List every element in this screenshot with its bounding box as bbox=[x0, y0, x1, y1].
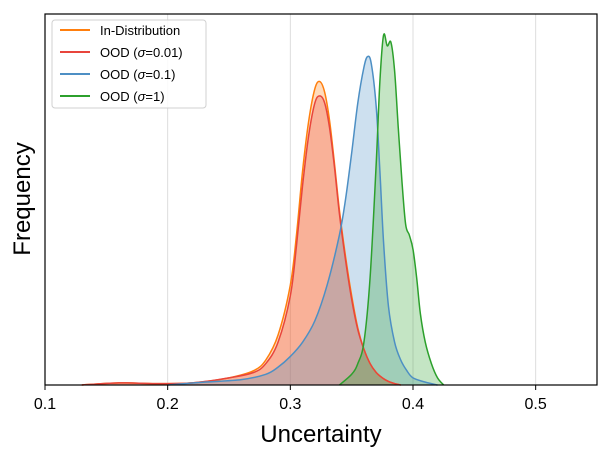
x-axis-title: Uncertainty bbox=[260, 421, 381, 448]
legend: In-Distribution OOD (σ=0.01) OOD (σ=0.1) OO… bbox=[51, 19, 207, 109]
plot-frame bbox=[44, 13, 598, 386]
series-fill-in-distribution bbox=[81, 81, 401, 386]
legend-label-in-distribution: In-Distribution bbox=[100, 23, 180, 38]
tick-layer: 0.1 0.2 0.3 0.4 0.5 bbox=[34, 385, 547, 413]
x-tick-label: 0.5 bbox=[525, 396, 547, 413]
legend-label-ood-sigma-0-01: OOD (σ=0.01) bbox=[100, 45, 183, 60]
series-line-ood-sigma-0-01 bbox=[81, 95, 401, 386]
x-tick-label: 0.4 bbox=[402, 396, 424, 413]
fill-layer bbox=[81, 33, 444, 386]
series-fill-ood-sigma-1 bbox=[339, 33, 444, 385]
series-fill-ood-sigma-0-1 bbox=[167, 56, 438, 385]
series-fill-ood-sigma-0-01 bbox=[81, 95, 401, 385]
x-tick-label: 0.1 bbox=[34, 396, 56, 413]
y-axis-title: Frequency bbox=[9, 142, 36, 255]
x-tick-label: 0.2 bbox=[157, 396, 179, 413]
legend-box bbox=[51, 19, 207, 109]
legend-label-ood-sigma-1: OOD (σ=1) bbox=[100, 89, 165, 104]
x-tick-label: 0.3 bbox=[279, 396, 301, 413]
grid-layer bbox=[167, 14, 537, 385]
line-layer bbox=[81, 33, 445, 386]
legend-label-ood-sigma-0-1: OOD (σ=0.1) bbox=[100, 67, 175, 82]
series-line-ood-sigma-0-1 bbox=[167, 55, 438, 386]
series-line-ood-sigma-1 bbox=[338, 33, 445, 386]
